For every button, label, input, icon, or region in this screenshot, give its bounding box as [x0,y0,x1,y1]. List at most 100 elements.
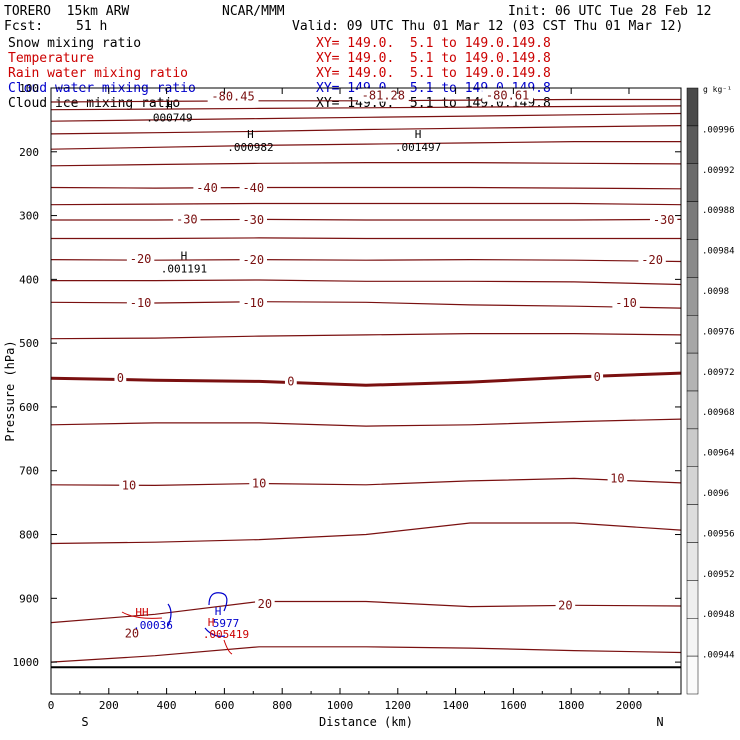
x-tick-label: 1800 [558,699,585,712]
contour-label-bg [119,478,139,492]
colorbar-segment [686,239,699,278]
y-tick-label: 400 [19,273,39,286]
y-tick-label: 1000 [13,656,40,669]
temperature-contour [50,105,682,111]
contour-label-bg [255,597,275,611]
precip-annotation: .00036 [133,619,173,632]
contour-label-bg [607,471,628,485]
colorbar-tick-label: .00944 [702,651,735,661]
x-tick-label: 0 [48,699,55,712]
temperature-contour [50,333,682,340]
y-tick-label: 800 [19,529,39,542]
maximum-marker: H [247,128,254,141]
colorbar-tick-label: .00952 [702,570,735,580]
x-tick-label: 600 [214,699,234,712]
field-rain-name: Rain water mixing ratio [8,66,189,81]
x-tick-label: 800 [272,699,292,712]
contour-label-bg [239,213,267,227]
colorbar-tick-label: .00948 [702,610,735,620]
temperature-contour-label: -81.28 [362,89,405,103]
temperature-contour-label: -30 [653,213,675,227]
contour-label-bg [638,253,666,267]
temperature-contour [50,418,682,427]
y-tick-label: 900 [19,592,39,605]
contour-label-bg [357,88,409,102]
contour-label-bg [239,295,267,309]
colorbar-segment [686,125,699,164]
field-snow-xy: XY= 149.0. 5.1 to 149.0.149.8 [316,36,551,51]
y-tick-label: 300 [19,210,39,223]
contour-label-bg [122,626,142,640]
colorbar-tick-label: .00996 [702,125,735,135]
colorbar-tick-label: .00976 [702,327,735,337]
precip-annotation: 5977 [213,617,240,630]
temperature-contour-label: -80.45 [211,89,254,103]
colorbar-tick-label: .00988 [702,206,735,216]
contour-label-bg [173,212,201,226]
contour-label-bg [239,253,267,267]
colorbar-unit: g kg⁻¹ [703,85,732,94]
temperature-contour-label: 10 [122,478,136,492]
maximum-value: .001191 [161,263,207,276]
precip-annotation: H [215,605,222,618]
maximum-value: .000982 [227,141,273,154]
temperature-contour-label: 0 [594,370,601,384]
valid-time: Valid: 09 UTC Thu 01 Mar 12 (03 CST Thu … [292,19,684,34]
x-tick-label: 400 [157,699,177,712]
field-cloud-ice-name: Cloud ice mixing ratio [8,96,181,111]
maximum-marker: H [415,128,422,141]
temperature-contour [50,646,682,663]
temperature-contour-label: 10 [252,476,266,490]
temperature-contour-label: 20 [258,597,272,611]
colorbar-segment [686,277,699,316]
temperature-contour-label: -30 [176,212,198,226]
colorbar-tick-label: .0096 [702,489,729,499]
precip-annotation: HH [135,606,148,619]
maximum-marker: H [166,98,173,111]
colorbar-segment [686,542,699,581]
x-left-label: S [81,715,88,729]
colorbar-tick-label: .00968 [702,408,735,418]
y-tick-label: 600 [19,401,39,414]
colorbar-tick-label: .0098 [702,287,729,297]
colorbar-segment [686,428,699,467]
plot-frame [50,87,682,695]
field-temperature-name: Temperature [8,51,95,66]
temperature-contour [50,202,682,206]
temperature-contour [50,477,682,487]
init-time: Init: 06 UTC Tue 28 Feb 12 [508,4,712,19]
temperature-contour-label: 20 [125,626,139,640]
temperature-contour [50,141,681,150]
temperature-contour [50,522,682,545]
colorbar-segment [686,655,699,695]
colorbar-segment [686,352,699,392]
contour-label-bg [284,374,297,388]
temperature-contour-label: 10 [610,471,624,485]
x-tick-label: 200 [99,699,119,712]
colorbar-segment [686,504,699,543]
field-rain-xy: XY= 149.0. 5.1 to 149.0.149.8 [316,66,551,81]
temperature-contour [50,258,682,263]
temperature-contour [50,301,682,309]
temperature-contour-label: -10 [130,296,152,310]
colorbar-segment [686,87,699,127]
temperature-contour [51,237,681,240]
temperature-contour-label: -10 [242,296,264,310]
colorbar-segment [686,163,699,202]
contour-label-bg [114,371,127,385]
temperature-contour [50,186,682,190]
colorbar-tick-label: .00972 [702,368,735,378]
field-temperature-xy: XY= 149.0. 5.1 to 149.0.149.8 [316,51,551,66]
field-snow-name: Snow mixing ratio [8,36,142,51]
temperature-contour-label: -40 [242,181,264,195]
colorbar-segment [686,618,699,657]
temperature-contour-label: -20 [242,253,264,267]
colorbar-segment [686,466,699,505]
x-axis-title: Distance (km) [319,715,413,729]
maximum-value: .001497 [395,141,441,154]
temperature-contour-label: -20 [130,252,152,266]
temperature-contour-label: -20 [641,253,663,267]
x-tick-label: 2000 [616,699,643,712]
contour-label-bg [482,88,534,102]
contour-label-bg [612,295,640,309]
